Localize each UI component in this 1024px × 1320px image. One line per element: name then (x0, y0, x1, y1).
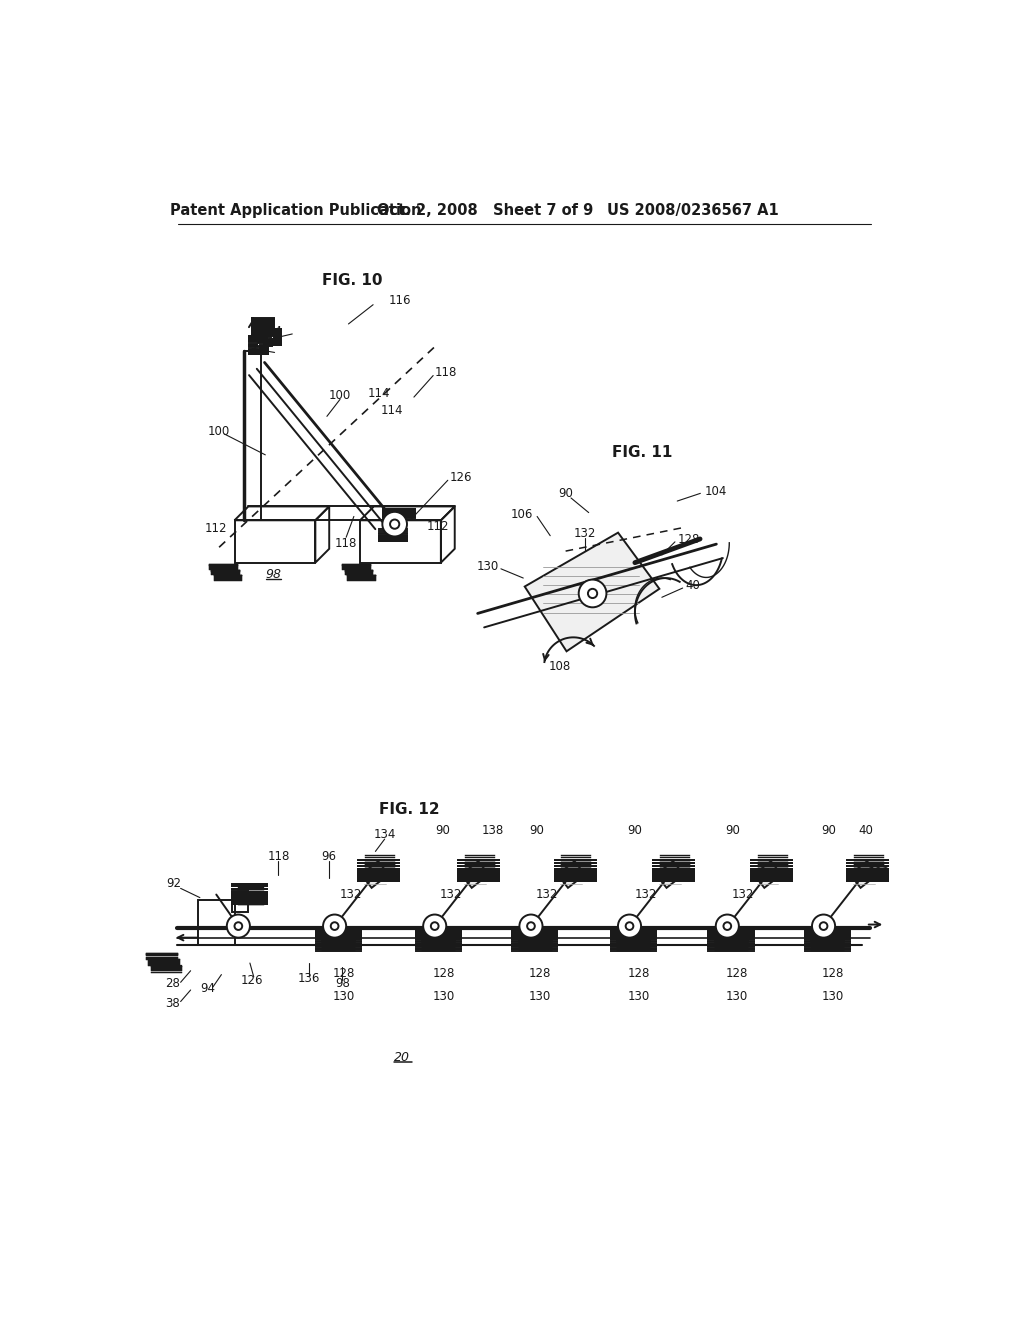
Text: 132: 132 (339, 888, 361, 900)
Text: 130: 130 (476, 560, 499, 573)
Polygon shape (361, 861, 389, 888)
Text: 104: 104 (705, 484, 727, 498)
Circle shape (588, 589, 597, 598)
Text: US 2008/0236567 A1: US 2008/0236567 A1 (607, 203, 778, 218)
Circle shape (716, 915, 739, 937)
Circle shape (382, 512, 407, 536)
Text: 112: 112 (427, 520, 450, 533)
Text: 130: 130 (529, 990, 551, 1003)
Text: 28: 28 (166, 977, 180, 990)
Text: 132: 132 (732, 888, 755, 900)
Circle shape (331, 923, 339, 929)
Text: 126: 126 (451, 471, 473, 484)
Text: 118: 118 (435, 366, 457, 379)
Text: 90: 90 (435, 824, 450, 837)
Text: 130: 130 (628, 990, 650, 1003)
Text: 136: 136 (298, 972, 321, 985)
Text: 138: 138 (481, 824, 504, 837)
Circle shape (812, 915, 836, 937)
Polygon shape (656, 861, 684, 888)
Text: 128: 128 (433, 966, 455, 979)
Text: 118: 118 (267, 850, 290, 862)
Text: 114: 114 (381, 404, 403, 417)
Text: 100: 100 (208, 425, 229, 438)
Circle shape (323, 915, 346, 937)
Text: 20: 20 (393, 1051, 410, 1064)
Text: 132: 132 (573, 527, 596, 540)
Text: 128: 128 (677, 533, 699, 546)
Text: FIG. 10: FIG. 10 (323, 272, 383, 288)
Text: 90: 90 (529, 824, 545, 837)
Text: 106: 106 (511, 508, 534, 521)
Circle shape (527, 923, 535, 929)
Text: 132: 132 (536, 888, 558, 900)
Circle shape (724, 923, 731, 929)
Circle shape (226, 915, 250, 937)
Text: 118: 118 (335, 537, 357, 550)
Text: 90: 90 (821, 824, 837, 837)
Circle shape (390, 520, 399, 529)
Text: 108: 108 (548, 660, 570, 673)
Text: 90: 90 (628, 824, 642, 837)
Text: 128: 128 (529, 966, 551, 979)
Text: 130: 130 (333, 990, 355, 1003)
Text: 132: 132 (439, 888, 462, 900)
Text: 92: 92 (166, 878, 181, 890)
Text: 40: 40 (685, 579, 699, 593)
Text: FIG. 12: FIG. 12 (379, 801, 439, 817)
Text: 128: 128 (333, 966, 355, 979)
Circle shape (431, 923, 438, 929)
Text: 128: 128 (821, 966, 844, 979)
Text: 100: 100 (329, 389, 350, 403)
Text: 98: 98 (265, 568, 281, 581)
Circle shape (519, 915, 543, 937)
Text: 130: 130 (821, 990, 844, 1003)
Text: 74: 74 (267, 325, 283, 338)
Polygon shape (524, 533, 659, 651)
Circle shape (234, 923, 243, 929)
Text: 108: 108 (867, 866, 890, 879)
Text: 90: 90 (558, 487, 573, 500)
Text: 130: 130 (725, 990, 748, 1003)
Text: 112: 112 (205, 521, 226, 535)
Text: 116: 116 (388, 293, 411, 306)
Text: FIG. 11: FIG. 11 (612, 445, 673, 461)
Text: 98: 98 (335, 977, 350, 990)
Text: 96: 96 (322, 850, 337, 863)
Text: Oct. 2, 2008   Sheet 7 of 9: Oct. 2, 2008 Sheet 7 of 9 (377, 203, 593, 218)
Circle shape (423, 915, 446, 937)
Circle shape (579, 579, 606, 607)
Text: 40: 40 (858, 824, 873, 837)
Text: 74: 74 (250, 345, 265, 358)
Text: 134: 134 (374, 828, 396, 841)
Text: Patent Application Publication: Patent Application Publication (170, 203, 422, 218)
Text: 128: 128 (725, 966, 748, 979)
Text: 114: 114 (368, 387, 390, 400)
Text: 90: 90 (725, 824, 740, 837)
Text: 38: 38 (166, 998, 180, 1010)
Circle shape (626, 923, 634, 929)
Text: 94: 94 (200, 982, 215, 995)
Text: 130: 130 (433, 990, 455, 1003)
Polygon shape (557, 861, 585, 888)
Circle shape (819, 923, 827, 929)
Polygon shape (850, 861, 878, 888)
Polygon shape (461, 861, 488, 888)
Text: 128: 128 (628, 966, 650, 979)
Polygon shape (754, 861, 781, 888)
Text: 132: 132 (634, 888, 656, 900)
Circle shape (617, 915, 641, 937)
Text: 126: 126 (241, 974, 263, 987)
